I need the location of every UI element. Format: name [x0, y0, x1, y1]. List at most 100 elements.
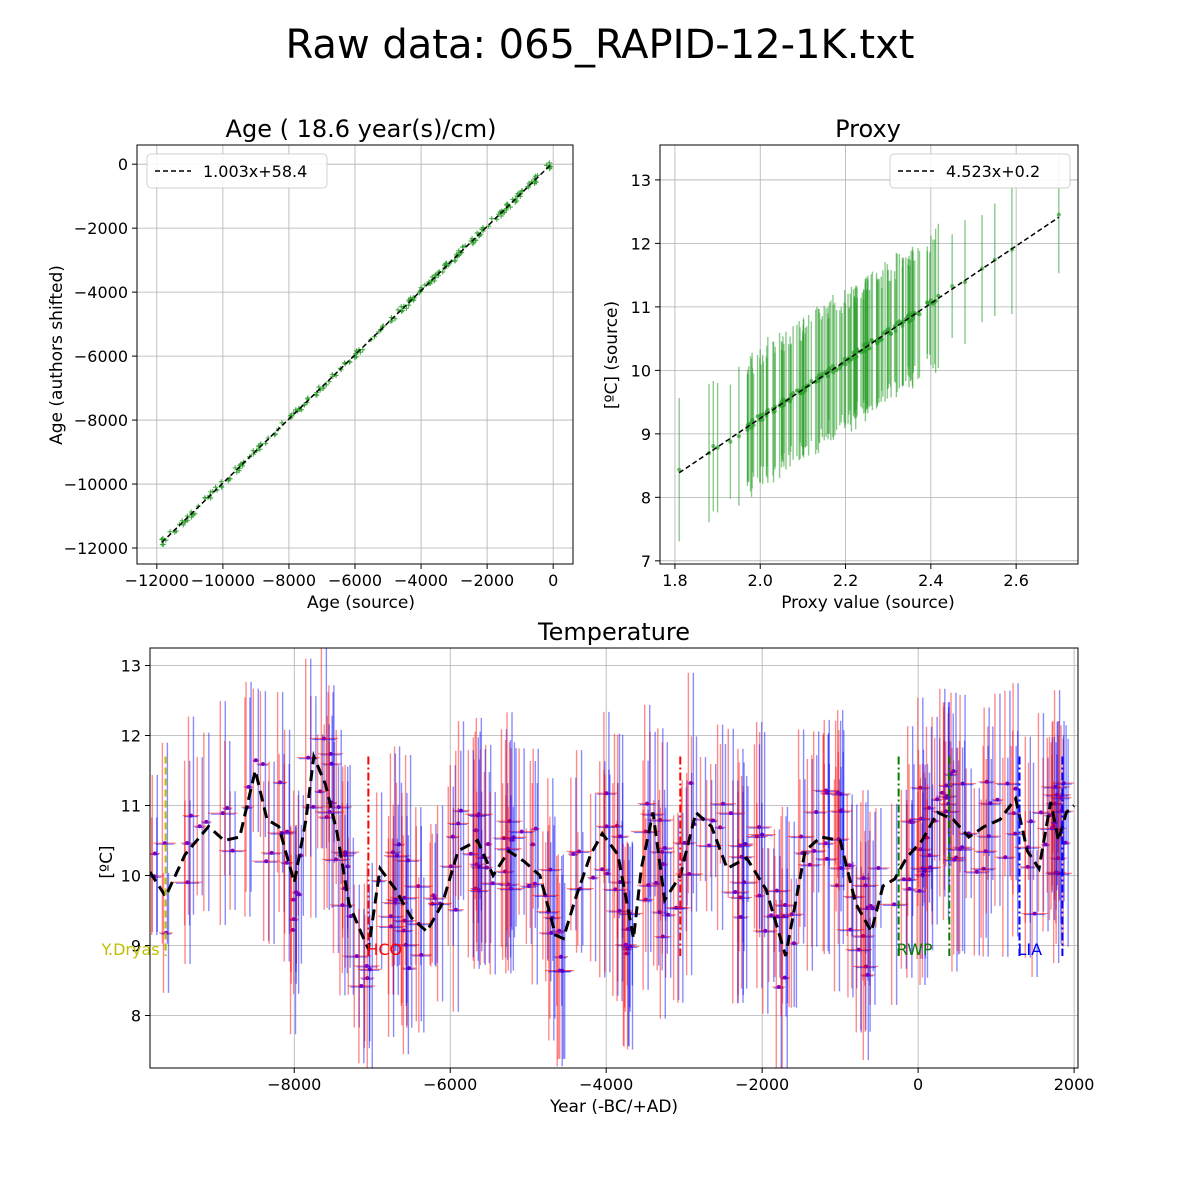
temp-point	[1056, 856, 1061, 861]
temp-point	[774, 888, 779, 893]
temp-point	[407, 966, 412, 971]
age-xtick-label: −12000	[125, 571, 189, 590]
age-panel: Age ( 18.6 year(s)/cm) −12000 −10000 −8000…	[47, 115, 574, 613]
temp-point	[474, 862, 479, 867]
temp-point	[345, 864, 350, 869]
temp-point	[757, 824, 762, 829]
temp-point	[995, 797, 1000, 802]
temp-point	[1013, 786, 1018, 791]
temp-point	[738, 895, 743, 900]
temp-point	[354, 954, 359, 959]
proxy-ytick-label: 10	[631, 361, 651, 380]
temp-point	[600, 867, 605, 872]
temp-point	[876, 865, 881, 870]
temp-point	[294, 890, 299, 895]
proxy-ylabel: [ºC] (source)	[602, 301, 622, 409]
temp-point	[757, 893, 762, 898]
temp-point	[473, 828, 478, 833]
temp-point	[814, 809, 819, 814]
temp-point	[924, 835, 929, 840]
temp-point	[605, 871, 610, 876]
proxy-xtick-label: 1.8	[662, 571, 687, 590]
temp-ytick-label: 8	[131, 1007, 141, 1026]
temp-point	[459, 808, 464, 813]
temperature-panel: Temperature −8000 −6000 −4000 −2000 0 2000 8 9 1…	[97, 618, 1094, 1117]
proxy-point	[791, 390, 796, 395]
temp-point	[791, 941, 796, 946]
temp-point	[557, 928, 562, 933]
temp-point	[782, 975, 787, 980]
temp-point	[318, 789, 323, 794]
temp-point	[364, 963, 369, 968]
figure-title: Raw data: 065_RAPID-12-1K.txt	[286, 22, 915, 68]
temp-point	[291, 927, 296, 932]
temp-ytick-label: 12	[121, 727, 141, 746]
temp-point	[473, 886, 478, 891]
temp-point	[508, 886, 513, 891]
temp-point	[246, 784, 251, 789]
temp-point	[456, 821, 461, 826]
temp-point	[944, 794, 949, 799]
temp-point	[260, 762, 265, 767]
proxy-axes-frame	[659, 144, 1079, 565]
temp-point	[333, 857, 338, 862]
temp-point	[604, 791, 609, 796]
temp-point	[861, 875, 866, 880]
temp-point	[162, 841, 167, 846]
temperature-plot-area: −8000 −6000 −4000 −2000 0 2000 8 9 10 11 12 13 Y.Dry…	[100, 647, 1094, 1094]
temp-point	[533, 826, 538, 831]
temp-axes-bg	[150, 648, 1078, 1068]
proxy-ytick-label: 11	[631, 298, 651, 317]
age-xtick-label: −8000	[262, 571, 316, 590]
temp-point	[847, 863, 852, 868]
temp-point	[395, 853, 400, 858]
temp-point	[359, 984, 364, 989]
temp-point	[799, 834, 804, 839]
age-xtick-label: −10000	[191, 571, 255, 590]
temp-point	[285, 829, 290, 834]
age-legend-label: 1.003x+58.4	[203, 162, 307, 181]
temp-point	[646, 883, 651, 888]
age-plot-area: −12000 −10000 −8000 −6000 −4000 −2000 0−12000−…	[64, 144, 574, 590]
temp-point	[188, 813, 193, 818]
temp-point	[863, 964, 868, 969]
temp-point	[486, 841, 491, 846]
proxy-point	[834, 367, 839, 372]
temp-point	[291, 897, 296, 902]
temp-ytick-label: 9	[131, 937, 141, 956]
temp-point	[623, 942, 628, 947]
temp-point	[401, 928, 406, 933]
temp-point	[654, 880, 659, 885]
temp-point	[984, 779, 989, 784]
temp-point	[1011, 811, 1016, 816]
temp-point	[739, 854, 744, 859]
temp-point	[1032, 911, 1037, 916]
temp-point	[406, 858, 411, 863]
temp-point	[1029, 819, 1034, 824]
temp-point	[682, 840, 687, 845]
temp-point	[1013, 831, 1018, 836]
temp-xtick-label: −2000	[735, 1075, 789, 1094]
temp-point	[1058, 795, 1063, 800]
temp-point	[823, 841, 828, 846]
proxy-ytick-label: 7	[641, 552, 651, 571]
proxy-point	[897, 319, 902, 324]
temp-ytick-label: 11	[121, 797, 141, 816]
temp-point	[185, 880, 190, 885]
temp-point	[185, 841, 190, 846]
temp-point	[718, 825, 723, 830]
temp-point	[834, 883, 839, 888]
proxy-legend-label: 4.523x+0.2	[946, 162, 1040, 181]
age-ytick-label: −8000	[74, 411, 128, 430]
temp-point	[733, 889, 738, 894]
proxy-ytick-label: 13	[631, 171, 651, 190]
proxy-point	[809, 379, 814, 384]
temp-point	[624, 951, 629, 956]
temp-point	[577, 849, 582, 854]
temp-point	[225, 806, 230, 811]
age-xtick-label: −2000	[460, 571, 514, 590]
temp-point	[340, 903, 345, 908]
temp-point	[812, 848, 817, 853]
temp-point	[760, 832, 765, 837]
